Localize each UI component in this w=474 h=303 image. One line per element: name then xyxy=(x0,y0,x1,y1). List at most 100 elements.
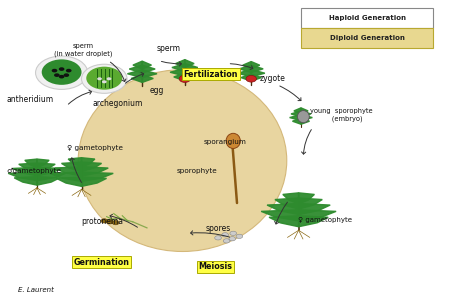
Polygon shape xyxy=(185,68,200,76)
Polygon shape xyxy=(174,73,185,81)
Polygon shape xyxy=(175,60,185,68)
Circle shape xyxy=(230,231,237,235)
Polygon shape xyxy=(299,198,322,209)
Circle shape xyxy=(246,75,256,82)
Polygon shape xyxy=(37,177,60,185)
Text: Germination: Germination xyxy=(74,258,130,267)
Polygon shape xyxy=(292,118,301,124)
Polygon shape xyxy=(131,75,142,82)
Polygon shape xyxy=(8,172,37,181)
Polygon shape xyxy=(129,65,142,73)
Text: sperm
(in water droplet): sperm (in water droplet) xyxy=(54,43,112,57)
Polygon shape xyxy=(37,159,49,168)
Polygon shape xyxy=(37,163,55,171)
Polygon shape xyxy=(251,70,265,77)
Polygon shape xyxy=(185,64,198,72)
Circle shape xyxy=(42,59,82,85)
Polygon shape xyxy=(299,210,336,221)
Text: ♀ gametophyte: ♀ gametophyte xyxy=(67,145,123,152)
Polygon shape xyxy=(185,60,194,68)
Polygon shape xyxy=(82,162,101,171)
Text: antheridium: antheridium xyxy=(6,95,54,104)
Text: Haploid Generation: Haploid Generation xyxy=(329,15,406,21)
Polygon shape xyxy=(172,64,185,72)
Polygon shape xyxy=(37,172,66,181)
Text: E. Laurent: E. Laurent xyxy=(18,287,54,293)
Circle shape xyxy=(59,75,64,78)
Polygon shape xyxy=(62,162,82,171)
Text: archegonium: archegonium xyxy=(92,98,143,108)
Circle shape xyxy=(86,67,122,90)
Polygon shape xyxy=(251,74,262,81)
Polygon shape xyxy=(301,108,308,114)
Circle shape xyxy=(59,67,64,71)
Polygon shape xyxy=(128,70,142,78)
Polygon shape xyxy=(142,70,157,78)
Polygon shape xyxy=(267,204,299,215)
Polygon shape xyxy=(299,216,328,227)
Polygon shape xyxy=(82,172,113,181)
Polygon shape xyxy=(290,115,301,121)
Polygon shape xyxy=(142,65,155,73)
Text: Fertilization: Fertilization xyxy=(184,70,238,79)
Text: sporophyte: sporophyte xyxy=(176,168,217,174)
Polygon shape xyxy=(239,65,251,72)
Polygon shape xyxy=(19,163,37,171)
Circle shape xyxy=(179,75,191,82)
Circle shape xyxy=(236,234,243,238)
Circle shape xyxy=(223,239,230,243)
Ellipse shape xyxy=(226,133,240,148)
Text: sporangium: sporangium xyxy=(204,139,246,145)
Circle shape xyxy=(102,80,107,83)
Text: Meiosis: Meiosis xyxy=(199,262,233,271)
Circle shape xyxy=(52,69,57,72)
Circle shape xyxy=(82,64,127,93)
Polygon shape xyxy=(82,167,108,176)
Ellipse shape xyxy=(297,111,309,123)
Polygon shape xyxy=(301,115,312,121)
Polygon shape xyxy=(299,193,314,204)
Polygon shape xyxy=(13,167,37,176)
Text: egg: egg xyxy=(149,86,164,95)
Circle shape xyxy=(66,69,72,72)
Polygon shape xyxy=(133,61,142,69)
Polygon shape xyxy=(299,204,330,215)
Polygon shape xyxy=(269,216,299,227)
Circle shape xyxy=(54,73,60,77)
Polygon shape xyxy=(261,210,299,221)
Polygon shape xyxy=(142,61,152,69)
Text: sperm: sperm xyxy=(156,44,180,53)
Ellipse shape xyxy=(78,70,287,251)
Polygon shape xyxy=(142,75,153,82)
Circle shape xyxy=(107,220,113,224)
Polygon shape xyxy=(301,118,310,124)
Text: young  sporophyte
      (embryo): young sporophyte (embryo) xyxy=(310,108,373,122)
Polygon shape xyxy=(55,167,82,176)
Circle shape xyxy=(112,221,119,225)
Polygon shape xyxy=(251,65,263,72)
Polygon shape xyxy=(241,74,251,81)
Circle shape xyxy=(107,77,111,80)
Polygon shape xyxy=(185,73,196,81)
Text: Diploid Generation: Diploid Generation xyxy=(330,35,405,42)
Polygon shape xyxy=(68,158,82,167)
Text: ♂gametophyte: ♂gametophyte xyxy=(7,168,62,174)
Polygon shape xyxy=(170,68,185,76)
Polygon shape xyxy=(82,158,95,167)
Polygon shape xyxy=(301,111,311,117)
Polygon shape xyxy=(14,177,37,185)
Polygon shape xyxy=(294,108,301,114)
Polygon shape xyxy=(82,177,107,186)
Text: protonema: protonema xyxy=(81,217,123,226)
Circle shape xyxy=(215,236,221,240)
Polygon shape xyxy=(25,159,37,168)
Polygon shape xyxy=(243,62,251,69)
Polygon shape xyxy=(50,172,82,181)
Text: ♀ gametophyte: ♀ gametophyte xyxy=(298,217,352,223)
Polygon shape xyxy=(251,62,260,69)
Circle shape xyxy=(222,233,228,237)
Polygon shape xyxy=(275,198,299,209)
Circle shape xyxy=(101,219,108,223)
FancyBboxPatch shape xyxy=(301,28,433,48)
Polygon shape xyxy=(56,177,82,186)
